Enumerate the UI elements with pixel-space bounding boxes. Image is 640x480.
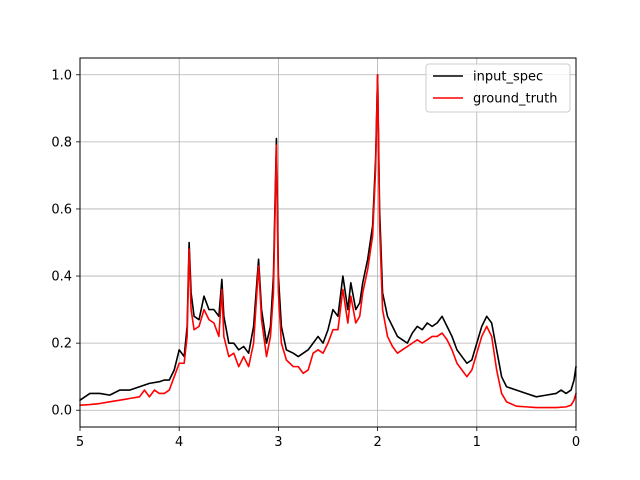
- y-tick-label: 0.8: [51, 135, 72, 150]
- y-tick-label: 0.6: [51, 202, 72, 217]
- y-tick-label: 0.2: [51, 337, 72, 352]
- x-tick-label: 0: [572, 435, 580, 450]
- y-tick-label: 0.0: [51, 404, 72, 419]
- series-line-ground-truth: [79, 73, 577, 409]
- legend-label-ground-truth: ground_truth: [473, 92, 558, 107]
- axes-frame: [79, 57, 577, 428]
- x-tick-label: 4: [175, 435, 183, 450]
- legend: input_spec ground_truth: [425, 63, 571, 113]
- plot-lines: [79, 73, 577, 409]
- y-tick-label: 1.0: [51, 68, 72, 83]
- x-tick-label: 5: [76, 435, 84, 450]
- y-axis: 0.0 0.2 0.4 0.6 0.8 1.0: [51, 68, 80, 419]
- x-tick-label: 1: [473, 435, 481, 450]
- x-tick-label: 2: [373, 435, 381, 450]
- x-tick-label: 3: [274, 435, 282, 450]
- y-tick-label: 0.4: [51, 270, 72, 285]
- legend-label-input-spec: input_spec: [473, 70, 543, 85]
- x-axis: 5 4 3 2 1 0: [76, 427, 580, 450]
